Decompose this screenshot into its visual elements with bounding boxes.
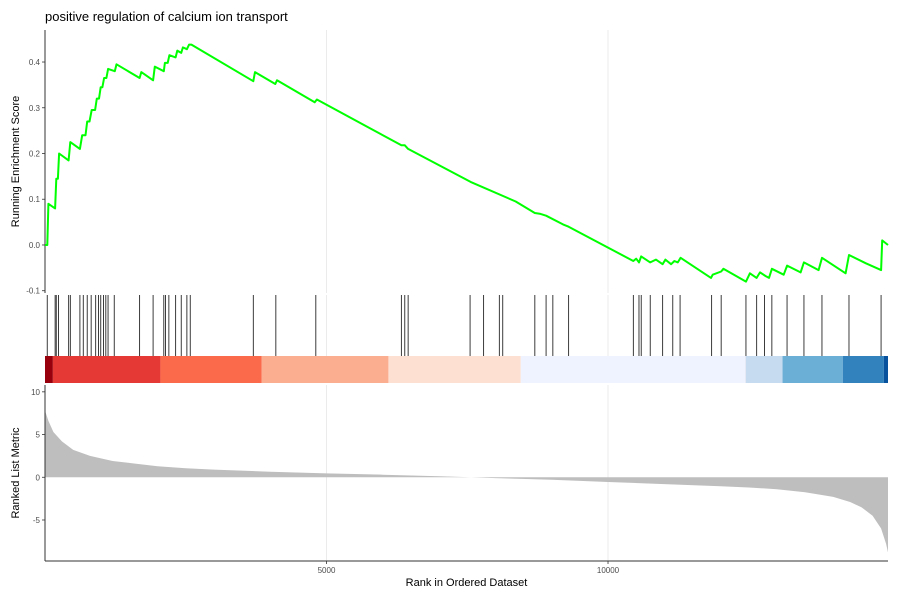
color-band	[883, 356, 888, 383]
color-band	[45, 356, 53, 383]
y-tick-label: 5	[36, 431, 41, 440]
color-band	[520, 356, 746, 383]
x-tick-label: 10000	[597, 566, 620, 575]
color-band	[782, 356, 843, 383]
y-tick-label: 0.3	[29, 104, 41, 113]
color-band	[745, 356, 783, 383]
x-tick-label: 5000	[318, 566, 336, 575]
enrichment-gridlines	[326, 30, 609, 293]
gene-hits-panel	[45, 295, 888, 383]
x-axis: 5000 10000	[318, 561, 620, 575]
rank-color-bar	[45, 356, 888, 383]
y-tick-label: 10	[31, 388, 40, 397]
color-band	[160, 356, 262, 383]
metric-y-axis-title: Ranked List Metric	[10, 427, 22, 519]
y-tick-label: 0.2	[29, 149, 41, 158]
color-band	[842, 356, 884, 383]
running-enrichment-score-line	[45, 43, 889, 283]
y-tick-label: 0.4	[29, 58, 41, 67]
enrichment-y-axis: -0.1 0.0 0.1 0.2 0.3 0.4	[26, 58, 45, 296]
color-band	[52, 356, 161, 383]
enrichment-score-panel: -0.1 0.0 0.1 0.2 0.3 0.4 Running Enrichment S…	[10, 30, 889, 296]
y-tick-label: -0.1	[26, 287, 40, 296]
ranked-metric-panel: -5 0 5 10 5000 10000 Ranked List Metric Rank…	[10, 385, 888, 589]
hits-gridlines	[326, 295, 609, 356]
x-axis-title: Rank in Ordered Dataset	[406, 577, 528, 589]
color-band	[388, 356, 521, 383]
y-tick-label: 0.1	[29, 195, 41, 204]
enrichment-y-axis-title: Running Enrichment Score	[10, 96, 22, 227]
chart-title: positive regulation of calcium ion trans…	[45, 9, 288, 24]
color-band	[261, 356, 389, 383]
y-tick-label: 0.0	[29, 241, 41, 250]
ranked-list-metric-area	[45, 410, 888, 553]
y-tick-label: -5	[33, 516, 41, 525]
metric-y-axis: -5 0 5 10	[31, 388, 45, 525]
y-tick-label: 0	[36, 473, 41, 482]
metric-gridlines	[326, 385, 609, 561]
